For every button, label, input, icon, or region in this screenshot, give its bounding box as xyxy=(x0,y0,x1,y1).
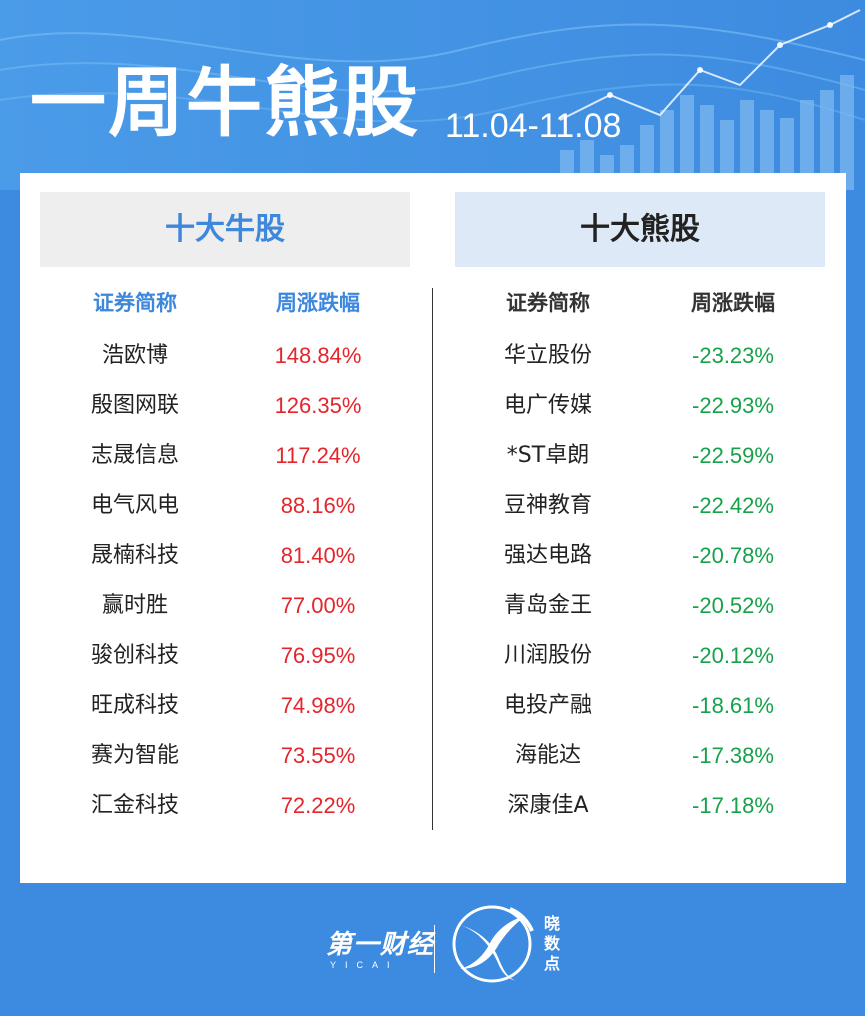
bear-change-header: 周涨跌幅 xyxy=(691,291,775,315)
bear-stock-name: 川润股份 xyxy=(503,643,592,668)
bull-stock-name: 电气风电 xyxy=(90,493,179,518)
bear-weekly-change: -23.23% xyxy=(692,343,774,368)
bear-panel-title: 十大熊股 xyxy=(455,192,825,267)
bull-stock-name: 旺成科技 xyxy=(90,693,179,718)
yicai-logo-subtext: YICAI xyxy=(330,960,399,970)
xiaoshudian-logo-icon xyxy=(452,905,534,983)
bear-stock-name: 深康佳A xyxy=(507,793,589,818)
yicai-logo: 第一财经 xyxy=(326,930,435,960)
bull-stock-name: 晟楠科技 xyxy=(90,543,179,568)
bull-stock-name: 赢时胜 xyxy=(101,593,168,618)
bear-weekly-change: -20.52% xyxy=(692,593,774,618)
bear-stock-name: 电广传媒 xyxy=(503,393,592,418)
bull-name-header: 证券简称 xyxy=(93,291,177,315)
bear-weekly-change: -20.78% xyxy=(692,543,774,568)
bull-change-header: 周涨跌幅 xyxy=(276,291,360,315)
bear-stock-name: 华立股份 xyxy=(503,343,592,368)
bull-name-column: 证券简称 浩欧博 殷图网联 志晟信息 电气风电 晟楠科技 赢时胜 骏创科技 旺成… xyxy=(20,283,250,831)
bull-weekly-change: 81.40% xyxy=(280,543,356,568)
column-divider xyxy=(432,288,433,830)
xiaoshudian-logo-text: 晓数点 xyxy=(543,914,560,973)
bull-stock-name: 殷图网联 xyxy=(90,393,179,418)
bull-weekly-change: 74.98% xyxy=(280,693,356,718)
bull-weekly-change: 117.24% xyxy=(275,443,361,468)
bull-weekly-change: 76.95% xyxy=(280,643,356,668)
bear-stock-name: *ST卓朗 xyxy=(506,443,590,468)
bear-name-header: 证券简称 xyxy=(506,291,590,315)
bear-stock-name: 电投产融 xyxy=(503,693,592,718)
bull-stock-name: 浩欧博 xyxy=(101,343,168,368)
bear-weekly-change: -17.18% xyxy=(692,793,774,818)
bull-stock-name: 汇金科技 xyxy=(90,793,179,818)
bear-weekly-change: -17.38% xyxy=(692,743,774,768)
bull-weekly-change: 88.16% xyxy=(280,493,356,518)
bull-weekly-change: 77.00% xyxy=(280,593,356,618)
bear-change-column: 周涨跌幅 -23.23% -22.93% -22.59% -22.42% -20… xyxy=(648,283,818,831)
bear-weekly-change: -22.42% xyxy=(692,493,774,518)
bear-stock-name: 豆神教育 xyxy=(503,493,592,518)
bull-weekly-change: 72.22% xyxy=(280,793,356,818)
bull-weekly-change: 73.55% xyxy=(280,743,356,768)
bear-weekly-change: -22.59% xyxy=(692,443,774,468)
bull-weekly-change: 148.84% xyxy=(274,343,362,368)
bull-stock-name: 志晟信息 xyxy=(90,443,179,468)
bear-name-column: 证券简称 华立股份 电广传媒 *ST卓朗 豆神教育 强达电路 青岛金王 川润股份… xyxy=(433,283,663,831)
bear-stock-name: 海能达 xyxy=(514,743,581,768)
bear-weekly-change: -20.12% xyxy=(692,643,774,668)
ranking-card: 十大牛股 十大熊股 证券简称 浩欧博 殷图网联 志晟信息 电气风电 晟楠科技 赢… xyxy=(20,173,846,883)
bear-weekly-change: -22.93% xyxy=(692,393,774,418)
bull-stock-name: 赛为智能 xyxy=(90,743,179,768)
bear-stock-name: 强达电路 xyxy=(503,543,592,568)
bull-stock-name: 骏创科技 xyxy=(90,643,179,668)
bull-change-column: 周涨跌幅 148.84% 126.35% 117.24% 88.16% 81.4… xyxy=(233,283,403,831)
footer-divider xyxy=(434,925,435,973)
date-range: 11.04-11.08 xyxy=(445,107,622,145)
page-title: 一周牛熊股 xyxy=(30,58,420,147)
bear-weekly-change: -18.61% xyxy=(692,693,774,718)
bull-weekly-change: 126.35% xyxy=(274,393,362,418)
bull-panel-title: 十大牛股 xyxy=(40,192,410,267)
bear-stock-name: 青岛金王 xyxy=(503,593,592,618)
